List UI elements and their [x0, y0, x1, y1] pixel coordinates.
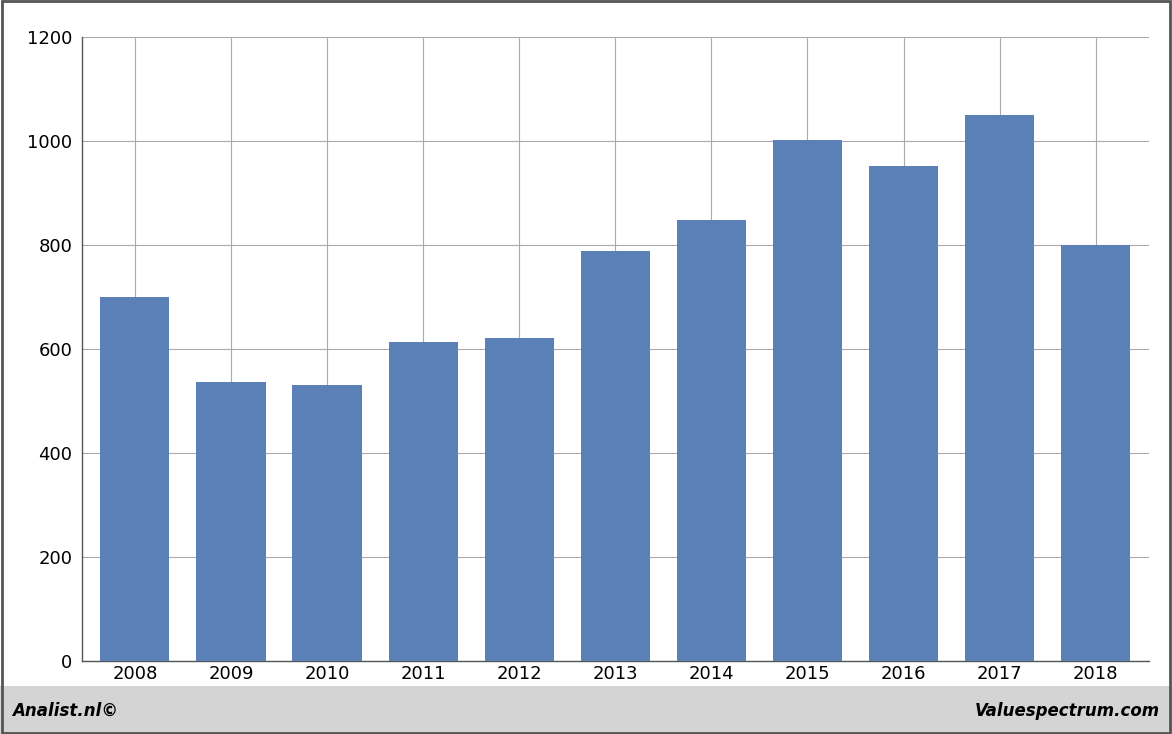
- Bar: [676, 220, 745, 661]
- Bar: [197, 382, 266, 661]
- Bar: [389, 342, 458, 661]
- Bar: [868, 166, 938, 661]
- Bar: [965, 115, 1034, 661]
- Bar: [485, 338, 554, 661]
- Bar: [772, 139, 841, 661]
- Text: Analist.nl©: Analist.nl©: [12, 702, 117, 719]
- Bar: [293, 385, 362, 661]
- Bar: [1061, 244, 1130, 661]
- Bar: [580, 252, 650, 661]
- Text: Valuespectrum.com: Valuespectrum.com: [975, 702, 1160, 719]
- Bar: [101, 297, 170, 661]
